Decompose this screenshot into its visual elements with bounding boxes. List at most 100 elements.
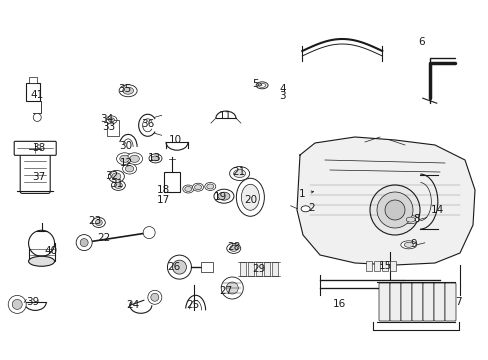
Ellipse shape — [184, 186, 191, 192]
FancyBboxPatch shape — [400, 283, 411, 321]
Ellipse shape — [111, 180, 125, 190]
Ellipse shape — [402, 216, 418, 224]
Bar — [272, 262, 278, 276]
Text: 9: 9 — [409, 239, 416, 249]
Ellipse shape — [116, 153, 132, 165]
Ellipse shape — [119, 85, 137, 97]
Ellipse shape — [229, 167, 249, 180]
Ellipse shape — [241, 184, 259, 210]
Ellipse shape — [114, 183, 122, 188]
Polygon shape — [296, 137, 474, 265]
Text: 17: 17 — [157, 195, 170, 205]
Text: 25: 25 — [186, 300, 200, 310]
Ellipse shape — [192, 183, 203, 191]
Text: 26: 26 — [166, 262, 180, 272]
Ellipse shape — [122, 163, 136, 174]
Bar — [29, 77, 37, 84]
Ellipse shape — [126, 153, 142, 165]
Bar — [26, 84, 40, 102]
Text: 24: 24 — [126, 300, 140, 310]
Circle shape — [12, 300, 22, 309]
Text: 21: 21 — [231, 167, 245, 177]
Text: 12: 12 — [119, 158, 133, 168]
Ellipse shape — [108, 118, 114, 122]
Text: 10: 10 — [168, 135, 181, 145]
Bar — [374, 261, 380, 271]
FancyBboxPatch shape — [389, 283, 400, 321]
Text: 32: 32 — [104, 171, 118, 181]
Ellipse shape — [226, 243, 240, 253]
Ellipse shape — [404, 242, 412, 247]
Circle shape — [33, 113, 41, 121]
Bar — [240, 262, 245, 276]
Circle shape — [28, 230, 55, 256]
Text: 28: 28 — [226, 242, 240, 252]
Circle shape — [376, 192, 412, 228]
Text: 1: 1 — [298, 189, 305, 199]
Bar — [201, 262, 213, 272]
Bar — [164, 172, 180, 192]
Ellipse shape — [151, 156, 159, 161]
Bar — [107, 120, 119, 136]
Text: 14: 14 — [430, 204, 444, 215]
Text: 22: 22 — [97, 233, 111, 243]
Text: 4: 4 — [279, 84, 285, 94]
Text: 20: 20 — [244, 195, 256, 205]
Ellipse shape — [194, 185, 201, 190]
Ellipse shape — [256, 82, 267, 89]
Ellipse shape — [233, 170, 245, 177]
Ellipse shape — [92, 217, 105, 228]
FancyBboxPatch shape — [422, 283, 433, 321]
FancyBboxPatch shape — [444, 283, 455, 321]
Text: 8: 8 — [412, 214, 419, 224]
Bar — [389, 261, 396, 271]
Text: 27: 27 — [219, 286, 232, 296]
FancyBboxPatch shape — [378, 283, 389, 321]
Bar — [248, 262, 254, 276]
Circle shape — [384, 200, 404, 220]
Text: 41: 41 — [30, 90, 43, 100]
Ellipse shape — [125, 166, 134, 172]
Text: 18: 18 — [157, 185, 170, 195]
Text: 30: 30 — [120, 141, 132, 151]
Text: 16: 16 — [332, 299, 346, 309]
Text: 37: 37 — [32, 172, 46, 182]
Bar — [382, 261, 387, 271]
Circle shape — [221, 277, 243, 299]
Circle shape — [167, 255, 191, 279]
Circle shape — [143, 226, 155, 239]
Text: 29: 29 — [252, 264, 265, 274]
Text: 38: 38 — [32, 143, 46, 153]
Ellipse shape — [400, 241, 416, 249]
Ellipse shape — [95, 220, 102, 225]
Ellipse shape — [108, 170, 124, 183]
Bar — [28, 243, 55, 261]
Text: 36: 36 — [141, 119, 154, 129]
FancyBboxPatch shape — [433, 283, 444, 321]
Text: 11: 11 — [219, 111, 232, 121]
FancyBboxPatch shape — [20, 149, 50, 193]
Text: 23: 23 — [88, 216, 102, 226]
Ellipse shape — [258, 83, 265, 87]
Ellipse shape — [214, 189, 233, 203]
Ellipse shape — [406, 217, 414, 222]
Text: 31: 31 — [109, 179, 123, 189]
Ellipse shape — [236, 178, 264, 216]
FancyBboxPatch shape — [14, 141, 56, 155]
Text: 5: 5 — [251, 78, 258, 89]
Ellipse shape — [28, 256, 55, 266]
Text: 19: 19 — [213, 192, 226, 202]
Ellipse shape — [204, 183, 215, 190]
Ellipse shape — [229, 246, 237, 251]
Text: 6: 6 — [417, 37, 424, 48]
Bar — [256, 262, 262, 276]
Text: 13: 13 — [147, 153, 161, 163]
Ellipse shape — [120, 155, 129, 162]
Text: 35: 35 — [118, 84, 131, 94]
Text: 39: 39 — [26, 297, 40, 307]
Text: 40: 40 — [45, 246, 58, 256]
Circle shape — [147, 290, 162, 304]
Ellipse shape — [206, 184, 213, 189]
FancyBboxPatch shape — [411, 283, 422, 321]
Text: 33: 33 — [102, 122, 115, 132]
